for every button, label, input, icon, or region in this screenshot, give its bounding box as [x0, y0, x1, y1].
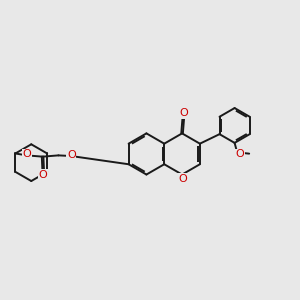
Text: O: O [67, 150, 76, 160]
Text: O: O [39, 170, 48, 180]
Text: O: O [235, 149, 244, 159]
Text: O: O [178, 174, 187, 184]
Text: O: O [179, 108, 188, 118]
Text: O: O [23, 149, 32, 159]
